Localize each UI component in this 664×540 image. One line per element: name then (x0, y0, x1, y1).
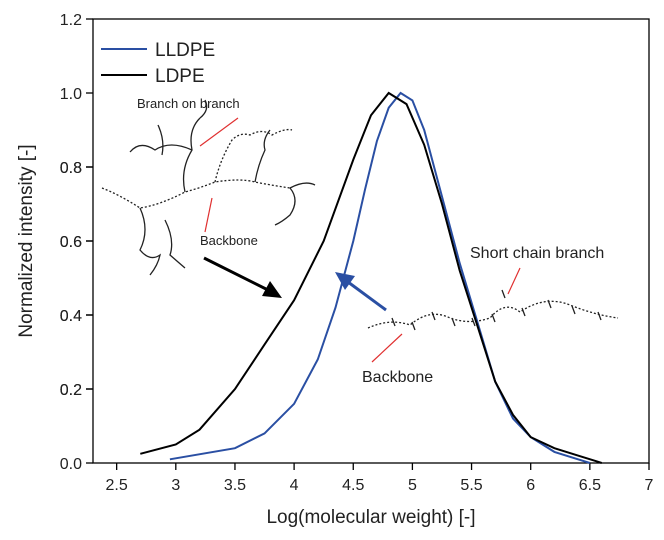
y-tick-label: 0.0 (60, 456, 82, 473)
x-tick-label: 3 (171, 477, 180, 494)
x-tick-label: 2.5 (106, 477, 128, 494)
annotation: Backbone (200, 233, 258, 248)
x-tick-label: 4.5 (342, 477, 364, 494)
x-tick-label: 6.5 (579, 477, 601, 494)
x-tick-label: 3.5 (224, 477, 246, 494)
ldpe-sketch (101, 99, 316, 276)
y-axis-label: Normalized intensity [-] (16, 144, 37, 337)
annotation: Branch on branch (137, 96, 240, 111)
y-tick-label: 0.6 (60, 234, 82, 251)
y-tick-label: 1.0 (60, 86, 82, 103)
y-tick-label: 0.2 (60, 382, 82, 399)
y-tick-label: 0.6 (60, 234, 82, 251)
legend-label: LDPE (155, 66, 205, 87)
lldpe-sketch (367, 289, 619, 331)
red-pointers (199, 117, 521, 363)
annotation: Backbone (362, 369, 433, 386)
arrows (203, 256, 387, 312)
x-axis-label: Log(molecular weight) [-] (266, 507, 475, 528)
annotation: Short chain branch (470, 245, 604, 262)
y-tick-label: 0.8 (60, 160, 82, 177)
x-tick-label: 5.5 (460, 477, 482, 494)
y-tick-label: 0.2 (60, 382, 82, 399)
legend-label: LLDPE (155, 40, 215, 61)
series-line (169, 91, 591, 464)
x-tick-label: 7 (645, 477, 654, 494)
y-tick-label: 1.2 (60, 12, 82, 29)
x-tick-label: 6 (526, 477, 535, 494)
y-tick-label: 0.4 (60, 308, 82, 325)
x-tick-label: 4 (290, 477, 299, 494)
y-tick-label: 0.4 (60, 308, 82, 325)
series-line (140, 91, 603, 464)
x-tick-label: 5 (408, 477, 417, 494)
y-tick-label: 0.8 (60, 160, 82, 177)
